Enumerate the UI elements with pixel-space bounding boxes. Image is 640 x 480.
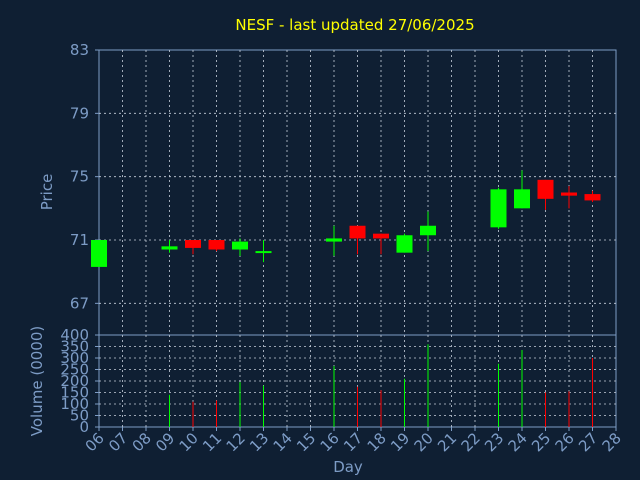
x-tick-label: 25 [528, 429, 554, 455]
candle-body [584, 194, 601, 201]
x-tick-label: 24 [505, 429, 531, 455]
x-tick-label: 16 [317, 429, 343, 455]
x-tick-label: 10 [176, 429, 202, 455]
volume-tick-label: 0 [79, 418, 89, 436]
candle-13 [255, 240, 272, 263]
x-tick-label: 17 [340, 429, 366, 455]
candle-27 [584, 190, 601, 202]
x-tick-label: 20 [411, 429, 437, 455]
x-tick-label: 27 [575, 429, 601, 455]
x-tick-label: 15 [293, 429, 319, 455]
candle-body [255, 251, 272, 254]
candle-body [161, 246, 178, 250]
price-tick-label: 75 [70, 168, 89, 186]
candle-body [326, 238, 342, 242]
volume-axis-label: Volume (0000) [28, 326, 46, 436]
candle-17 [349, 225, 366, 255]
x-tick-label: 13 [246, 429, 272, 455]
volume-tick-label: 300 [60, 349, 89, 367]
x-tick-label: 18 [364, 429, 390, 455]
candle-06 [91, 240, 107, 267]
candle-body [185, 240, 201, 248]
price-tick-label: 79 [70, 104, 89, 122]
x-tick-label: 12 [223, 429, 249, 455]
candle-18 [373, 233, 389, 255]
x-axis-label: Day [333, 458, 363, 476]
candle-body [91, 240, 107, 267]
volume-tick-label: 250 [60, 361, 89, 379]
candle-20 [420, 211, 436, 252]
x-tick-label: 19 [387, 429, 413, 455]
x-tick-label: 14 [270, 429, 296, 455]
price-panel: 67 71 75 79 83 [70, 41, 617, 336]
candle-body [490, 189, 507, 228]
candle-body [537, 179, 554, 199]
candle-body [349, 225, 366, 239]
volume-tick-label: 50 [70, 407, 89, 425]
volume-tick-label: 200 [60, 372, 89, 390]
x-tick-label: 08 [129, 429, 155, 455]
x-tick-label: 26 [552, 429, 578, 455]
x-tick-labels: 0607080910111213141516171819202122232425… [82, 427, 625, 455]
candle-23 [490, 187, 507, 229]
candle-19 [396, 233, 413, 253]
candle-09 [161, 240, 178, 253]
candle-26 [561, 186, 577, 209]
candle-body [514, 189, 530, 209]
price-tick-label: 71 [70, 231, 89, 249]
chart-title: NESF - last updated 27/06/2025 [235, 16, 474, 34]
candle-12 [232, 238, 248, 256]
candle-24 [514, 170, 530, 209]
price-tick-label: 67 [70, 294, 89, 312]
volume-tick-label: 400 [60, 326, 89, 344]
x-tick-label: 11 [199, 429, 225, 455]
volume-tick-label: 150 [60, 384, 89, 402]
candle-11 [208, 240, 225, 252]
x-tick-label: 07 [105, 429, 131, 455]
x-tick-label: 23 [481, 429, 507, 455]
candle-body [373, 233, 389, 239]
x-tick-label: 09 [152, 429, 178, 455]
x-tick-label: 22 [458, 429, 484, 455]
candle-25 [537, 179, 554, 210]
price-axis-label: Price [38, 174, 56, 211]
candle-body [396, 235, 413, 253]
candle-body [208, 240, 225, 250]
x-tick-label: 21 [434, 429, 460, 455]
candle-body [232, 241, 248, 250]
candle-body [420, 225, 436, 236]
candle-10 [185, 240, 201, 255]
volume-tick-label: 100 [60, 395, 89, 413]
x-tick-label: 28 [599, 429, 625, 455]
candle-body [561, 192, 577, 196]
candle-16 [326, 225, 342, 256]
price-tick-label: 83 [70, 41, 89, 59]
volume-tick-label: 350 [60, 338, 89, 356]
